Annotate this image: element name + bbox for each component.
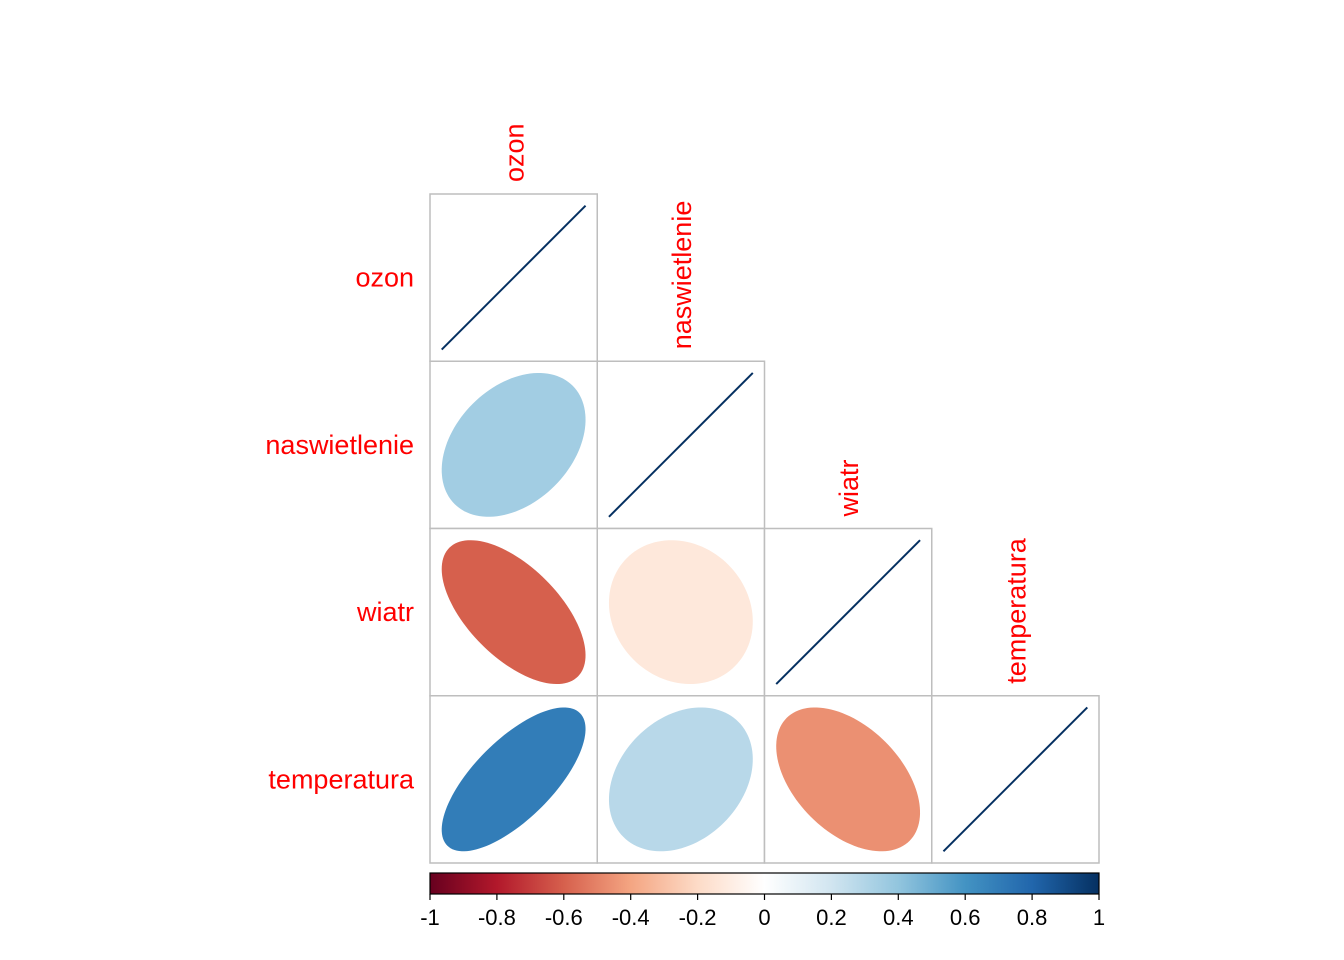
colorbar-tick-label: -0.4	[612, 905, 650, 930]
colorbar-gradient	[429, 872, 1100, 895]
cell-naswietlenie-naswietlenie	[596, 360, 766, 530]
colorbar-tick-label: 0.2	[816, 905, 847, 930]
colorbar-tick-label: 1	[1093, 905, 1105, 930]
cell-ozon-ozon	[429, 193, 598, 362]
cell-naswietlenie-ozon	[429, 360, 598, 530]
cell-temperatura-naswietlenie	[596, 695, 766, 864]
colorbar-tick-label: -1	[420, 905, 440, 930]
row-label-ozon: ozon	[355, 263, 414, 293]
correlation-ellipse-temperatura-naswietlenie	[608, 707, 753, 852]
correlation-ellipse-temperatura-wiatr	[776, 707, 921, 852]
column-label-temperatura: temperatura	[1001, 537, 1031, 684]
correlation-ellipse-temperatura-ozon	[441, 707, 586, 852]
cell-temperatura-temperatura	[931, 695, 1100, 864]
colorbar-tick-label: 0	[758, 905, 770, 930]
matrix-cells	[429, 193, 1100, 864]
column-label-wiatr: wiatr	[834, 459, 864, 517]
row-label-naswietlenie: naswietlenie	[265, 430, 414, 460]
colorbar-tick-label: -0.2	[679, 905, 717, 930]
correlation-ellipse-naswietlenie-ozon	[441, 372, 586, 517]
cell-wiatr-wiatr	[763, 527, 933, 697]
column-label-ozon: ozon	[500, 123, 530, 182]
cell-wiatr-ozon	[429, 527, 598, 697]
colorbar-tick-label: -0.6	[545, 905, 583, 930]
cell-wiatr-naswietlenie	[596, 527, 766, 697]
diagonal-line-ozon	[441, 205, 587, 351]
row-label-temperatura: temperatura	[268, 764, 415, 794]
column-labels: ozon naswietlenie wiatr temperatura	[500, 123, 1032, 683]
row-label-wiatr: wiatr	[356, 597, 414, 627]
cell-temperatura-ozon	[429, 695, 598, 864]
diagonal-line-temperatura	[942, 706, 1088, 852]
cell-temperatura-wiatr	[763, 695, 933, 864]
correlation-ellipse-wiatr-naswietlenie	[608, 540, 753, 685]
diagonal-line-naswietlenie	[608, 372, 754, 518]
diagonal-line-wiatr	[775, 539, 921, 685]
colorbar-tick-label: 0.6	[950, 905, 981, 930]
colorbar-tick-label: 0.8	[1017, 905, 1048, 930]
column-label-naswietlenie: naswietlenie	[667, 201, 697, 350]
colorbar-tick-label: 0.4	[883, 905, 914, 930]
colorbar-tick-label: -0.8	[478, 905, 516, 930]
correlation-ellipse-wiatr-ozon	[441, 540, 586, 685]
row-labels: ozon naswietlenie wiatr temperatura	[265, 263, 415, 795]
colorbar: -1 -0.8 -0.6 -0.4 -0.2 0 0.2 0.4 0.6 0.8 1	[420, 872, 1105, 930]
